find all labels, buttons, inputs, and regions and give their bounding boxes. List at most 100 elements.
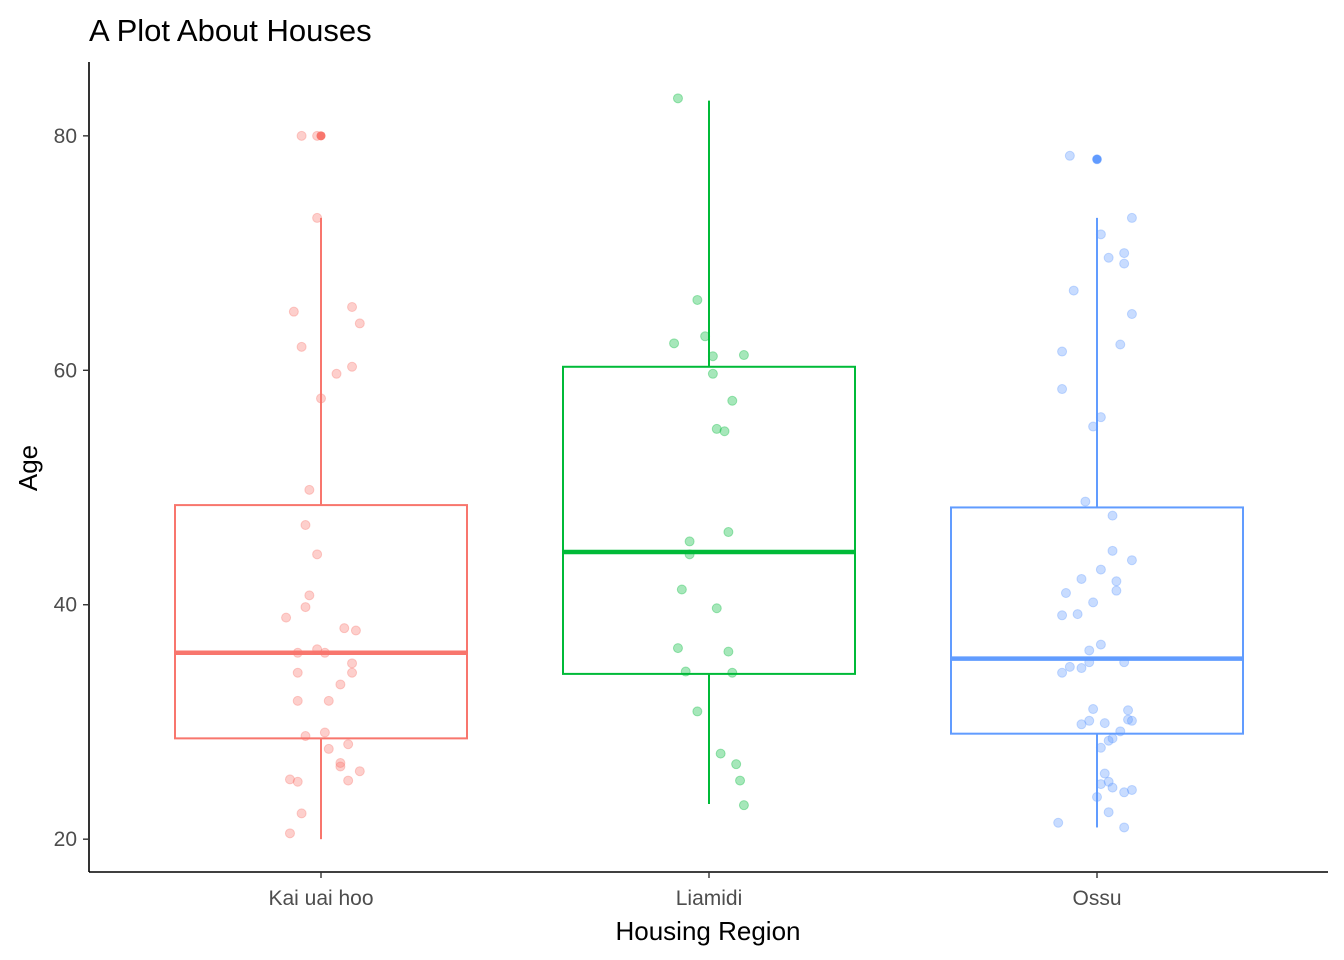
data-point: [1111, 576, 1122, 587]
data-point: [1107, 545, 1118, 556]
data-point: [1107, 782, 1118, 793]
data-point: [692, 294, 703, 305]
data-point: [1126, 309, 1137, 320]
data-point: [284, 828, 295, 839]
data-point: [707, 368, 718, 379]
data-point: [711, 603, 722, 614]
data-point: [1103, 735, 1114, 746]
data-point: [296, 341, 307, 352]
plot-area: 20 40 60 80 Kai uai hoo Liamidi Ossu: [54, 62, 1328, 910]
data-point: [304, 484, 315, 495]
y-tick-label: 60: [54, 359, 77, 382]
data-point: [316, 393, 326, 404]
y-tick-label: 80: [54, 125, 77, 148]
outlier-point: [316, 131, 326, 141]
data-point: [343, 775, 354, 786]
data-point: [1119, 248, 1130, 259]
data-point: [319, 647, 330, 658]
data-point: [319, 727, 330, 738]
y-tick-label: 40: [54, 594, 77, 617]
data-point: [1084, 645, 1095, 656]
box-iqr: [950, 506, 1244, 735]
data-point: [1095, 412, 1106, 423]
data-point: [281, 612, 292, 623]
data-point: [284, 774, 295, 785]
data-point: [719, 426, 730, 437]
data-point: [1111, 585, 1122, 596]
data-point: [1057, 610, 1068, 621]
data-point: [1095, 779, 1106, 790]
data-point: [1076, 719, 1087, 730]
data-point: [700, 331, 711, 342]
data-point: [723, 646, 734, 657]
data-point: [1088, 421, 1099, 432]
data-point: [347, 361, 358, 372]
data-point: [684, 549, 695, 560]
data-point: [715, 748, 726, 759]
x-tick-label: Liamidi: [676, 887, 743, 910]
data-point: [300, 520, 311, 531]
data-point: [331, 368, 342, 379]
data-point: [731, 759, 742, 770]
data-point: [1107, 510, 1118, 521]
data-point: [1088, 597, 1099, 608]
data-point: [354, 766, 365, 777]
data-point: [1088, 704, 1099, 715]
box-iqr: [174, 504, 468, 740]
data-point: [723, 527, 734, 538]
x-tick-label: Kai uai hoo: [268, 887, 373, 910]
data-point: [1119, 258, 1130, 269]
data-point: [727, 667, 738, 678]
data-point: [1119, 822, 1130, 833]
data-point: [1076, 663, 1087, 674]
data-point: [1115, 339, 1126, 350]
data-point: [1119, 657, 1130, 668]
data-point: [1107, 733, 1118, 744]
data-point: [347, 658, 358, 669]
outlier-point: [1092, 154, 1102, 164]
data-point: [1115, 726, 1126, 737]
data-point: [1064, 150, 1075, 161]
data-point: [296, 130, 307, 141]
data-point: [1126, 555, 1137, 566]
data-point: [323, 695, 334, 706]
data-point: [1080, 496, 1091, 507]
data-point: [350, 625, 361, 636]
data-point: [1126, 784, 1137, 795]
data-point: [1099, 718, 1110, 729]
data-point: [707, 351, 718, 362]
x-axis-title: Housing Region: [615, 916, 800, 946]
data-point: [680, 666, 691, 677]
data-point: [1057, 346, 1068, 357]
box-iqr: [562, 365, 856, 675]
data-point: [692, 706, 703, 717]
data-point: [735, 775, 746, 786]
data-point: [738, 800, 749, 811]
data-point: [335, 757, 346, 768]
data-point: [292, 667, 303, 678]
data-point: [669, 338, 680, 349]
data-point: [1119, 787, 1130, 798]
data-point: [1095, 742, 1106, 753]
data-point: [300, 602, 311, 613]
data-point: [292, 647, 303, 658]
data-point: [684, 536, 695, 547]
data-point: [727, 395, 738, 406]
data-point: [1060, 588, 1071, 599]
data-point: [1064, 661, 1075, 672]
data-point: [1095, 564, 1106, 575]
data-point: [1057, 667, 1068, 678]
data-point: [343, 739, 354, 750]
data-point: [300, 731, 311, 742]
chart-title: A Plot About Houses: [89, 13, 372, 48]
data-point: [347, 301, 358, 312]
data-point: [672, 643, 683, 654]
data-point: [292, 776, 303, 787]
data-point: [1092, 154, 1102, 165]
data-point: [1126, 212, 1137, 223]
data-point: [312, 212, 323, 223]
data-point: [296, 808, 307, 819]
data-point: [738, 350, 749, 361]
y-tick-label: 20: [54, 828, 77, 851]
